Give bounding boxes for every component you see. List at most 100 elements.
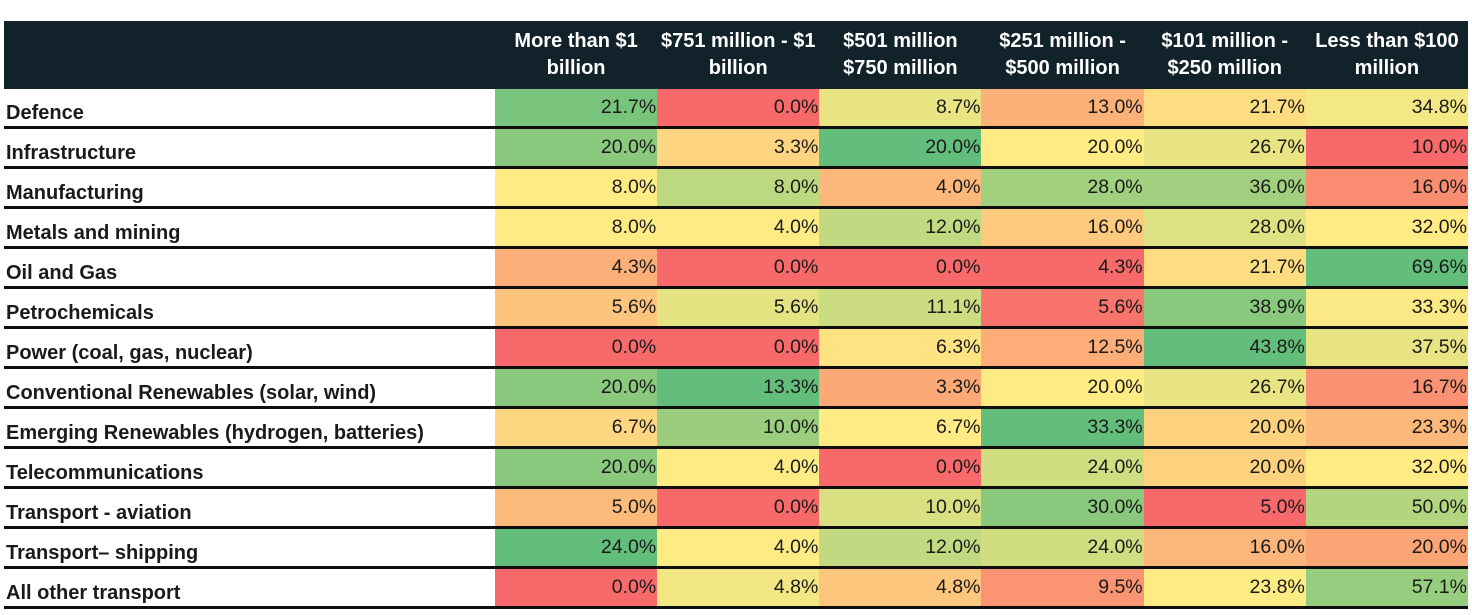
heatmap-cell: 8.0% <box>495 207 658 249</box>
header-corner <box>4 21 496 89</box>
heatmap-cell: 4.3% <box>981 247 1144 289</box>
heatmap-cell: 24.0% <box>495 527 658 569</box>
row-label: Infrastructure <box>4 127 496 169</box>
table-row: Manufacturing 8.0% 8.0% 4.0% 28.0% 36.0% 16.0% <box>4 167 1468 209</box>
heatmap-cell: 12.0% <box>819 207 982 249</box>
table-row: Conventional Renewables (solar, wind) 20.… <box>4 367 1468 409</box>
column-header: $101 million - $250 million <box>1143 21 1306 89</box>
heatmap-cell: 0.0% <box>657 327 820 369</box>
heatmap-cell: 16.0% <box>981 207 1144 249</box>
heatmap-cell: 20.0% <box>1305 527 1468 569</box>
row-label: Defence <box>4 89 496 129</box>
heatmap-cell: 21.7% <box>1143 247 1306 289</box>
heatmap-cell: 69.6% <box>1305 247 1468 289</box>
heatmap-cell: 30.0% <box>981 487 1144 529</box>
heatmap-cell: 6.3% <box>819 327 982 369</box>
heatmap-cell: 20.0% <box>981 367 1144 409</box>
heatmap-cell: 12.0% <box>819 527 982 569</box>
row-label: Metals and mining <box>4 207 496 249</box>
heatmap-cell: 16.0% <box>1143 527 1306 569</box>
heatmap-cell: 4.8% <box>819 567 982 609</box>
row-label: Transport– shipping <box>4 527 496 569</box>
heatmap-cell: 57.1% <box>1305 567 1468 609</box>
row-label: Manufacturing <box>4 167 496 209</box>
heatmap-cell: 0.0% <box>657 89 820 129</box>
heatmap-cell: 16.0% <box>1305 167 1468 209</box>
header-row: More than $1 billion $751 million - $1 bi… <box>4 21 1468 89</box>
column-header: $251 million - $500 million <box>981 21 1144 89</box>
heatmap-cell: 4.8% <box>657 567 820 609</box>
table-row: Infrastructure 20.0% 3.3% 20.0% 20.0% 26.7% 10… <box>4 127 1468 169</box>
heatmap-cell: 10.0% <box>819 487 982 529</box>
table-row: Metals and mining 8.0% 4.0% 12.0% 16.0% 28.0%… <box>4 207 1468 249</box>
heatmap-cell: 20.0% <box>495 447 658 489</box>
column-header: $501 million $750 million <box>819 21 982 89</box>
heatmap-cell: 6.7% <box>819 407 982 449</box>
row-label: Transport - aviation <box>4 487 496 529</box>
heatmap-cell: 33.3% <box>1305 287 1468 329</box>
heatmap-cell: 13.0% <box>981 89 1144 129</box>
heatmap-cell: 26.7% <box>1143 367 1306 409</box>
heatmap-cell: 34.8% <box>1305 89 1468 129</box>
heatmap-cell: 24.0% <box>981 527 1144 569</box>
column-header: Less than $100 million <box>1305 21 1468 89</box>
heatmap-cell: 38.9% <box>1143 287 1306 329</box>
heatmap-cell: 6.7% <box>495 407 658 449</box>
table-row: Power (coal, gas, nuclear) 0.0% 0.0% 6.3% 12… <box>4 327 1468 369</box>
heatmap-cell: 36.0% <box>1143 167 1306 209</box>
heatmap-cell: 10.0% <box>657 407 820 449</box>
heatmap-cell: 10.0% <box>1305 127 1468 169</box>
table-row: Oil and Gas 4.3% 0.0% 0.0% 4.3% 21.7% 69.6% <box>4 247 1468 289</box>
table-row: Defence 21.7% 0.0% 8.7% 13.0% 21.7% 34.8% <box>4 89 1468 129</box>
heatmap-cell: 8.7% <box>819 89 982 129</box>
row-label: Petrochemicals <box>4 287 496 329</box>
heatmap-cell: 28.0% <box>1143 207 1306 249</box>
heatmap-cell: 5.6% <box>495 287 658 329</box>
heatmap-cell: 21.7% <box>495 89 658 129</box>
table-row: Emerging Renewables (hydrogen, batteries… <box>4 407 1468 449</box>
table-row: All other transport 0.0% 4.8% 4.8% 9.5% 23.8%… <box>4 567 1468 609</box>
heatmap-cell: 4.0% <box>657 207 820 249</box>
row-label: Oil and Gas <box>4 247 496 289</box>
heatmap-cell: 20.0% <box>981 127 1144 169</box>
heatmap-cell: 20.0% <box>819 127 982 169</box>
heatmap-cell: 43.8% <box>1143 327 1306 369</box>
heatmap-cell: 4.0% <box>657 527 820 569</box>
heatmap-cell: 5.0% <box>495 487 658 529</box>
heatmap-cell: 4.0% <box>819 167 982 209</box>
heatmap-cell: 21.7% <box>1143 89 1306 129</box>
table-body: Defence 21.7% 0.0% 8.7% 13.0% 21.7% 34.8% Infra… <box>4 89 1468 609</box>
heatmap-cell: 9.5% <box>981 567 1144 609</box>
heatmap-cell: 33.3% <box>981 407 1144 449</box>
heatmap-cell: 13.3% <box>657 367 820 409</box>
heatmap-cell: 20.0% <box>495 127 658 169</box>
heatmap-cell: 0.0% <box>819 447 982 489</box>
table-row: Transport - aviation 5.0% 0.0% 10.0% 30.0% 5.… <box>4 487 1468 529</box>
heatmap-cell: 50.0% <box>1305 487 1468 529</box>
heatmap-cell: 0.0% <box>819 247 982 289</box>
heatmap-cell: 0.0% <box>495 327 658 369</box>
heatmap-cell: 8.0% <box>495 167 658 209</box>
column-header: $751 million - $1 billion <box>657 21 820 89</box>
row-label: Emerging Renewables (hydrogen, batteries… <box>4 407 496 449</box>
heatmap-cell: 0.0% <box>657 247 820 289</box>
heatmap-cell: 20.0% <box>1143 407 1306 449</box>
heatmap-cell: 3.3% <box>819 367 982 409</box>
heatmap-cell: 32.0% <box>1305 207 1468 249</box>
heatmap-cell: 0.0% <box>495 567 658 609</box>
row-label: Telecommunications <box>4 447 496 489</box>
row-label: Conventional Renewables (solar, wind) <box>4 367 496 409</box>
heatmap-cell: 12.5% <box>981 327 1144 369</box>
table-row: Petrochemicals 5.6% 5.6% 11.1% 5.6% 38.9% 33.3… <box>4 287 1468 329</box>
row-label: Power (coal, gas, nuclear) <box>4 327 496 369</box>
heatmap-cell: 26.7% <box>1143 127 1306 169</box>
table-row: Telecommunications 20.0% 4.0% 0.0% 24.0% 20.0… <box>4 447 1468 489</box>
heatmap-table: More than $1 billion $751 million - $1 bi… <box>4 21 1468 609</box>
column-header: More than $1 billion <box>495 21 658 89</box>
heatmap-cell: 3.3% <box>657 127 820 169</box>
heatmap-cell: 24.0% <box>981 447 1144 489</box>
heatmap-cell: 8.0% <box>657 167 820 209</box>
heatmap-cell: 32.0% <box>1305 447 1468 489</box>
heatmap-cell: 28.0% <box>981 167 1144 209</box>
heatmap-cell: 4.0% <box>657 447 820 489</box>
